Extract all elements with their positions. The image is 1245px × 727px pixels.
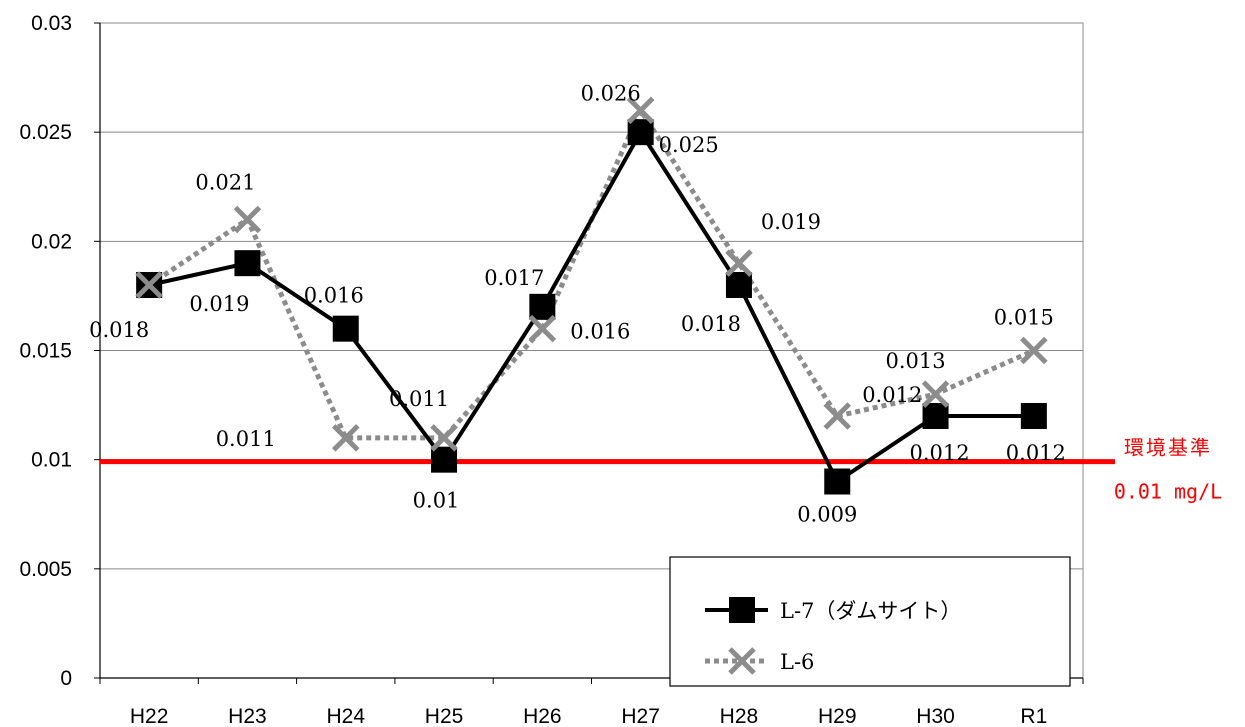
marker-l6-H25 bbox=[430, 424, 458, 452]
marker-l7-H26 bbox=[529, 293, 556, 320]
y-tick-label: 0.03 bbox=[31, 12, 72, 35]
marker-l7-H24 bbox=[332, 315, 359, 342]
marker-l7-H28 bbox=[725, 272, 752, 298]
x-tick-label: H29 bbox=[818, 705, 857, 727]
legend: L-7（ダムサイト） L-6 bbox=[669, 556, 1071, 687]
data-label-l7: 0.018 bbox=[89, 318, 149, 342]
data-label-l7: 0.018 bbox=[681, 312, 741, 336]
legend-label-l6: L-6 bbox=[780, 650, 814, 674]
data-label-l7: 0.017 bbox=[484, 266, 544, 290]
marker-l6-H28 bbox=[725, 249, 753, 277]
marker-l6-H23 bbox=[233, 205, 262, 234]
marker-l6-H29 bbox=[823, 402, 852, 430]
series-line-l7 bbox=[148, 128, 1034, 485]
x-axis-ticks: H22 H23 H24 H25 H26 H27 H28 H29 H30 R1 bbox=[130, 705, 1047, 727]
data-label-l7: 0.025 bbox=[659, 133, 719, 157]
marker-l6-H27 bbox=[626, 96, 655, 125]
reference-label-value: 0.01 mg/L bbox=[1114, 480, 1222, 504]
data-label-l6: 0.015 bbox=[994, 306, 1054, 330]
marker-l6-H22 bbox=[135, 271, 163, 299]
y-tick-label: 0.025 bbox=[19, 121, 72, 144]
x-tick-label: H30 bbox=[916, 705, 955, 727]
data-label-l6: 0.011 bbox=[389, 387, 449, 411]
data-label-l6: 0.013 bbox=[885, 349, 945, 373]
data-label-l6: 0.021 bbox=[195, 171, 255, 195]
axes bbox=[94, 22, 1084, 684]
x-tick-label: H28 bbox=[720, 705, 759, 727]
marker-l6-R1 bbox=[1020, 336, 1048, 365]
data-label-l6: 0.016 bbox=[570, 320, 630, 344]
data-label-l6: 0.026 bbox=[581, 81, 641, 105]
legend-marker-l6 bbox=[728, 647, 756, 675]
data-label-l7: 0.012 bbox=[909, 441, 969, 465]
data-label-l7: 0.01 bbox=[413, 489, 460, 513]
data-label-l6: 0.011 bbox=[216, 427, 276, 451]
y-tick-label: 0.005 bbox=[19, 558, 72, 581]
marker-l7-H30 bbox=[922, 403, 949, 429]
y-tick-label: 0.02 bbox=[31, 230, 72, 253]
y-tick-label: 0.01 bbox=[31, 449, 72, 472]
data-label-l7: 0.012 bbox=[1006, 441, 1066, 465]
data-label-l7: 0.019 bbox=[189, 292, 249, 316]
y-axis-ticks: 0 0.005 0.01 0.015 0.02 0.025 0.03 bbox=[19, 12, 72, 690]
marker-l6-H24 bbox=[331, 424, 360, 452]
reference-label-title: 環境基準 bbox=[1124, 436, 1212, 460]
data-label-l7: 0.009 bbox=[797, 503, 857, 527]
series-group bbox=[135, 96, 1048, 495]
x-tick-label: H22 bbox=[130, 705, 169, 727]
marker-l7-H23 bbox=[234, 250, 261, 277]
x-tick-label: H24 bbox=[326, 705, 365, 727]
reference-line-group: 環境基準 0.01 mg/L bbox=[100, 436, 1222, 504]
legend-marker-l7 bbox=[729, 597, 755, 623]
marker-l6-H30 bbox=[921, 380, 950, 408]
data-label-l6: 0.012 bbox=[862, 383, 922, 407]
data-label-l6: 0.019 bbox=[761, 210, 821, 234]
data-label-l7: 0.016 bbox=[304, 284, 364, 308]
marker-l7-H25 bbox=[431, 446, 458, 473]
x-tick-label: H26 bbox=[523, 705, 562, 727]
marker-l7-H27 bbox=[627, 119, 654, 146]
y-tick-label: 0 bbox=[60, 667, 72, 690]
data-labels: 0.018 0.019 0.016 0.01 0.017 0.025 0.018 0.009 0… bbox=[89, 81, 1066, 526]
legend-label-l7: L-7（ダムサイト） bbox=[780, 599, 961, 623]
x-tick-label: H23 bbox=[228, 705, 267, 727]
marker-l7-R1 bbox=[1020, 403, 1047, 429]
x-tick-label: H27 bbox=[621, 705, 660, 727]
marker-l7-H29 bbox=[824, 468, 851, 495]
y-tick-label: 0.015 bbox=[19, 340, 72, 363]
x-tick-label: R1 bbox=[1020, 705, 1047, 727]
x-tick-label: H25 bbox=[425, 705, 464, 727]
marker-l6-H26 bbox=[528, 314, 557, 343]
